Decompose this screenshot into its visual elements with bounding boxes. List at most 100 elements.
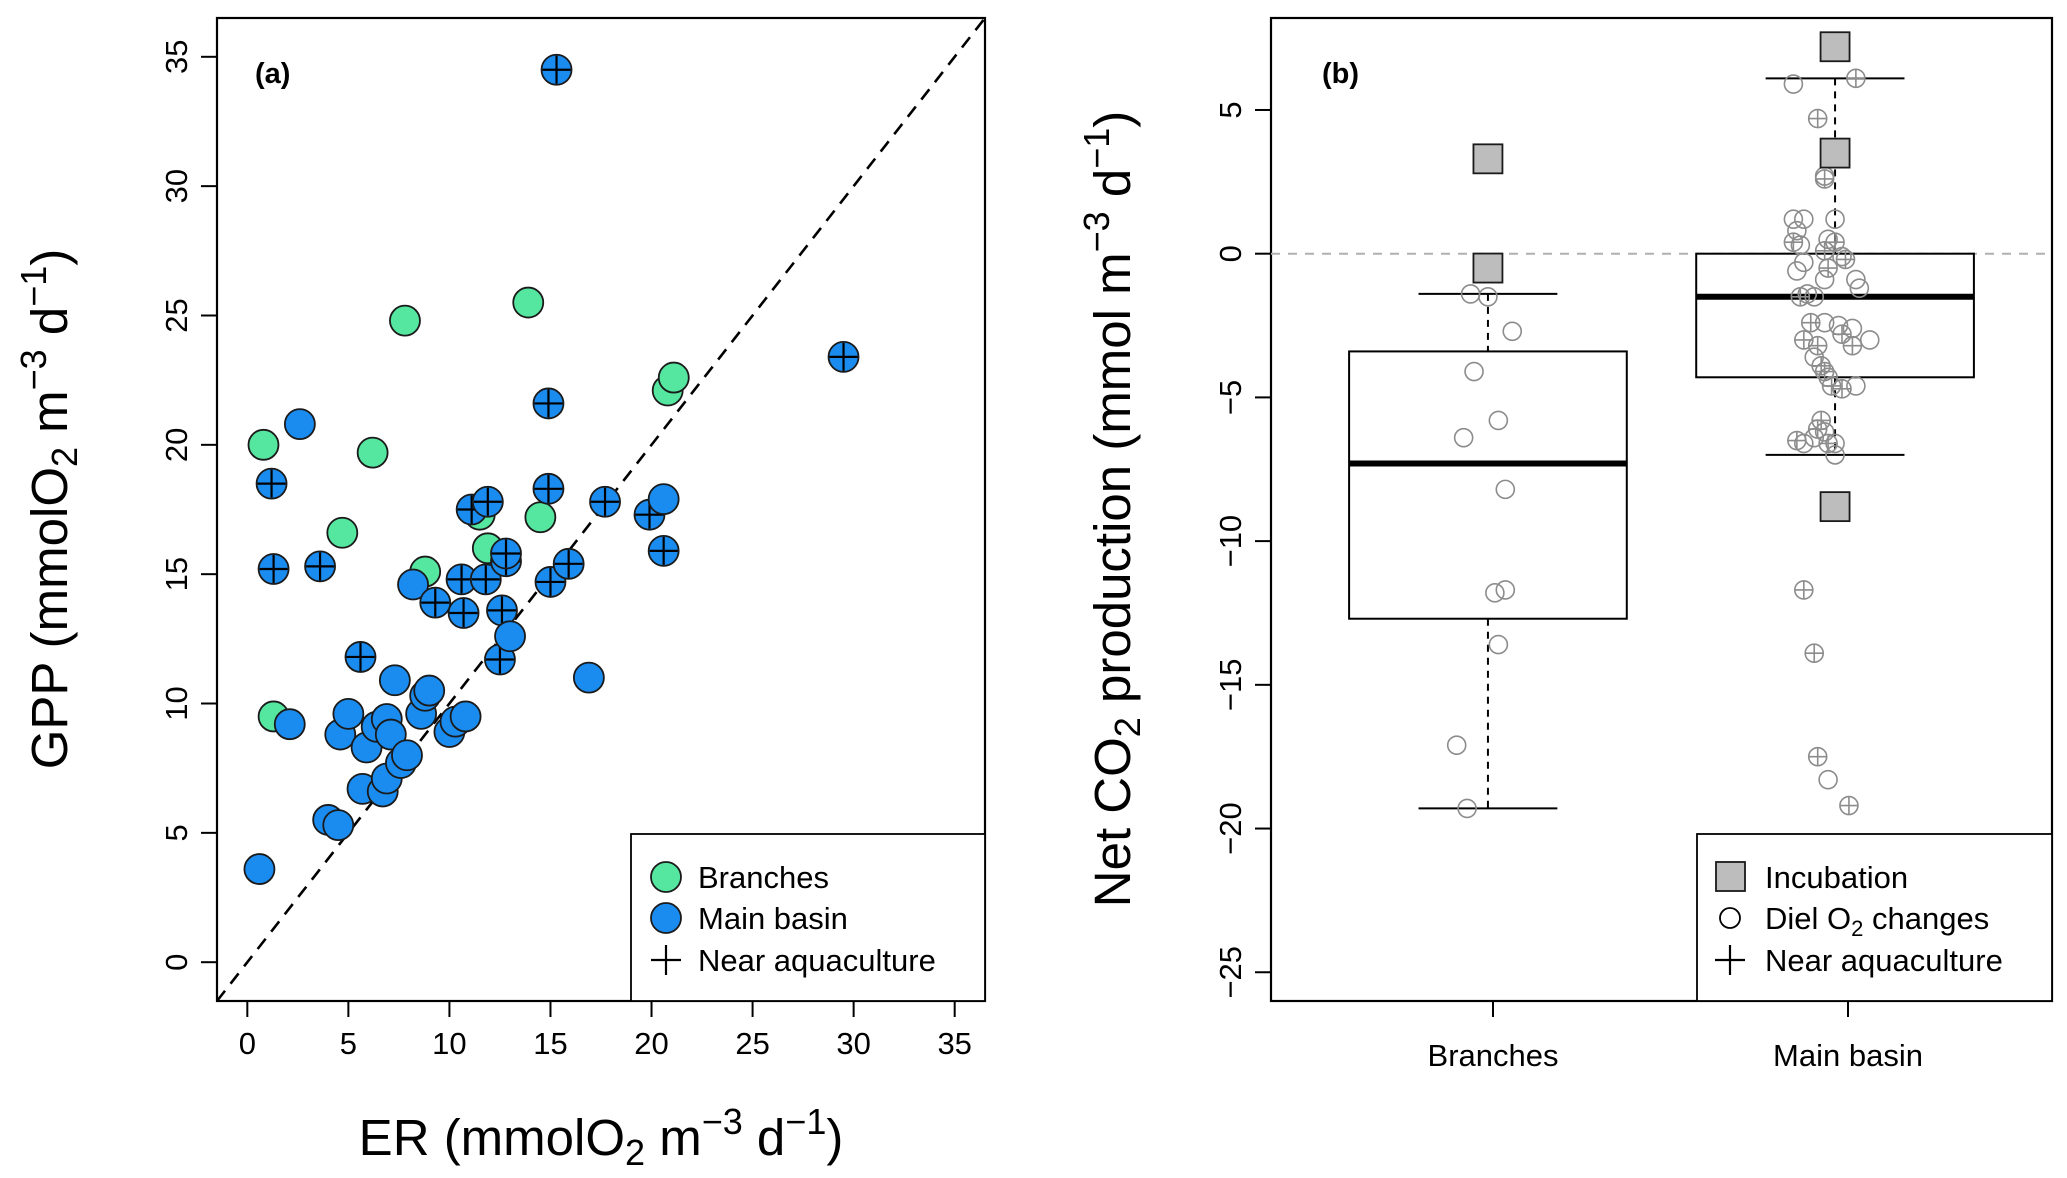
diel-point [1457,798,1477,819]
panel-a-y-tick-label: 25 [159,298,194,332]
panel-a-y-tick-label: 30 [159,169,194,203]
near-aquaculture-marker [554,549,583,578]
diel-point [1846,376,1866,396]
diel-point [1783,74,1804,94]
near-aquaculture-marker [306,552,335,581]
point-main-basin [243,853,276,885]
diel-point [1783,209,1804,229]
diel-point [1495,479,1516,500]
near-aquaculture-marker [649,536,678,565]
diel-point [1814,269,1835,290]
panel-a-x-tick-label: 15 [533,1026,567,1061]
panel-b-y-axis: −25 −20 −15 −10 −5 0 5 [1213,101,1271,999]
diel-point [1495,580,1516,600]
legend-b-near-aquaculture-marker [1715,945,1745,975]
diel-point [1859,330,1880,350]
panel-a-x-tick-label: 35 [937,1026,971,1061]
panel-b-label: (b) [1322,58,1359,90]
point-branches [247,428,280,461]
diel-point [1804,427,1825,448]
panel-a-y-axis-title: GPP (mmolO2 m−3 d−1) [13,249,85,770]
panel-b-plot-frame [1269,16,2054,1003]
diel-point [1478,287,1498,307]
legend-diel-label: Diel O2 changes [1765,901,1989,941]
near-aquaculture-marker [473,487,502,516]
point-main-basin [397,568,429,601]
diel-point [1464,361,1484,382]
incubation-point [1472,143,1504,175]
near-aquaculture-marker [534,389,563,418]
incubation-point [1472,252,1504,284]
panel-a-x-tick-label: 20 [634,1026,668,1061]
point-main-basin [283,408,316,441]
near-aquaculture-marker [346,642,375,671]
panel-b-y-tick-label: −20 [1213,802,1248,855]
diel-point [1453,427,1474,448]
point-branches [326,516,359,549]
near-aquaculture-marker [259,554,288,583]
near-aquaculture-marker [536,567,565,596]
point-main-basin [647,483,680,516]
point-main-basin [391,739,423,772]
diel-point [1832,246,1852,267]
panel-a-label: (a) [255,58,290,90]
panel-b-x-axis: Branches Main basin [1428,1001,1923,1073]
point-branches [657,361,690,394]
point-main-basin [378,664,411,697]
panel-a-x-tick-label: 5 [340,1026,357,1061]
diel-point [1849,278,1870,298]
panel-a-y-tick-label: 20 [159,428,194,462]
point-main-basin [572,661,605,694]
legend-main-basin-marker [650,902,682,934]
point-main-basin [273,708,306,741]
panel-a-x-tick-label: 30 [836,1026,870,1061]
diel-point [1488,634,1509,655]
panel-b-legend: Incubation Diel O2 changes Near aquacult… [1696,833,2053,1002]
diel-point [1485,583,1505,603]
legend-b-near-aquaculture-label: Near aquaculture [1765,943,2003,978]
box-iqr [1695,252,1975,379]
diel-point [1814,312,1835,333]
point-branches [512,286,545,319]
near-aquaculture-marker [542,55,571,84]
near-aquaculture-marker [485,645,514,674]
panel-a-scatter: 0 5 10 15 20 25 30 35 0 5 10 15 20 25 30 35 (a) ER (mm… [13,16,987,1173]
panel-b-y-tick-label: −5 [1213,380,1248,415]
panel-b-y-tick-label: 0 [1213,245,1248,262]
diel-point [1814,422,1835,442]
panel-a-points [243,53,860,885]
legend-branches-marker [650,861,682,893]
legend-diel-marker [1719,907,1741,929]
incubation-point [1819,137,1851,169]
panel-a-legend: Branches Main basin Near aquaculture [630,833,986,1002]
panel-b-diel-points [1446,68,1880,819]
panel-b-y-tick-label: −10 [1213,515,1248,568]
incubation-point [1819,31,1851,63]
panel-a-y-tick-label: 10 [159,686,194,720]
near-aquaculture-marker [257,469,286,498]
panel-a-x-axis: 0 5 10 15 20 25 30 35 [239,1001,972,1061]
legend-incubation-marker [1715,861,1746,892]
panel-b-legend-box [1696,833,2053,1002]
diel-point [1825,209,1845,229]
near-aquaculture-marker [421,588,450,617]
near-aquaculture-marker [591,487,620,516]
legend-main-basin-label: Main basin [698,901,848,936]
panel-a-y-tick-label: 35 [159,40,194,74]
legend-near-aquaculture-label: Near aquaculture [698,943,936,978]
diel-point [1818,769,1838,790]
panel-b-boxes [1348,77,1975,810]
near-aquaculture-marker [492,539,521,568]
diel-point [1825,445,1845,465]
panel-b-y-tick-label: −15 [1213,659,1248,712]
point-main-basin [413,674,446,707]
panel-a-legend-box [630,833,986,1002]
near-aquaculture-marker [471,565,500,594]
panel-a-x-axis-title: ER (mmolO2 m−3 d−1) [359,1101,844,1173]
panel-a-y-axis: 0 5 10 15 20 25 30 35 [159,40,217,971]
panel-a-y-tick-label: 0 [159,954,194,971]
panel-b-y-tick-label: 5 [1213,101,1248,118]
point-main-basin [494,620,526,653]
point-branches [524,501,557,534]
